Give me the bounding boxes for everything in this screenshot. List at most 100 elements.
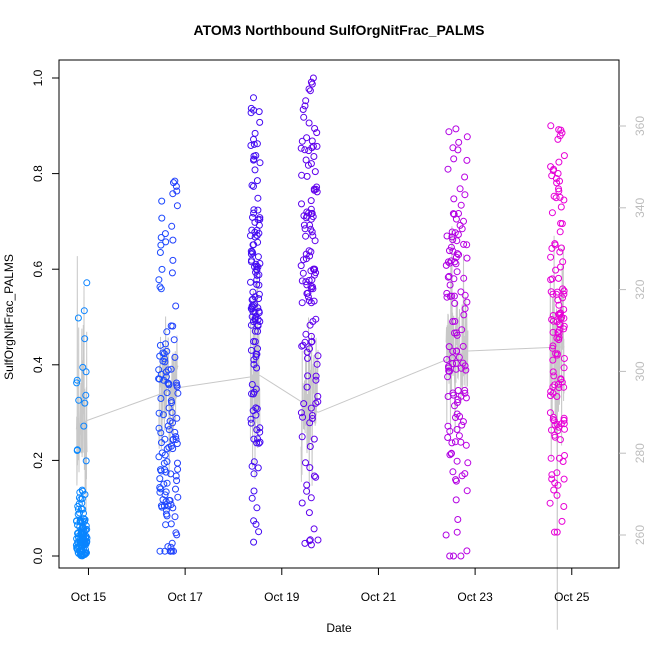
data-point xyxy=(455,353,463,361)
data-point xyxy=(250,538,258,546)
data-point xyxy=(161,491,169,499)
data-point xyxy=(250,135,257,143)
data-point xyxy=(157,395,165,402)
data-point xyxy=(163,479,171,487)
data-point xyxy=(449,236,457,244)
data-point xyxy=(460,217,467,225)
data-point xyxy=(313,129,321,137)
data-point xyxy=(463,241,471,249)
data-point xyxy=(254,216,262,224)
data-point xyxy=(560,414,568,422)
data-point xyxy=(442,261,450,269)
data-point xyxy=(251,327,259,335)
data-point xyxy=(463,254,471,262)
data-point xyxy=(254,321,262,329)
data-point xyxy=(454,146,462,154)
data-point xyxy=(157,241,165,249)
data-point xyxy=(452,253,460,261)
data-point xyxy=(308,209,316,217)
data-point xyxy=(453,426,461,433)
data-point xyxy=(168,409,176,416)
data-point xyxy=(548,209,556,217)
data-point xyxy=(312,376,320,384)
data-point xyxy=(453,237,461,245)
data-point xyxy=(254,194,262,202)
data-point xyxy=(301,146,309,154)
data-point xyxy=(554,296,562,304)
data-point xyxy=(171,353,179,361)
data-point xyxy=(451,299,459,307)
data-point xyxy=(248,181,256,189)
data-point xyxy=(253,504,261,512)
data-point xyxy=(167,365,175,373)
data-point xyxy=(446,259,454,267)
data-point xyxy=(550,192,558,200)
data-point xyxy=(443,232,451,240)
data-point xyxy=(161,435,169,443)
data-point xyxy=(73,376,81,384)
data-point xyxy=(300,400,308,408)
data-point xyxy=(304,293,312,301)
data-point xyxy=(250,182,257,190)
data-point xyxy=(560,325,568,333)
data-point xyxy=(461,386,469,394)
data-point xyxy=(248,248,256,256)
data-point xyxy=(165,426,173,434)
data-point xyxy=(306,443,314,450)
data-point xyxy=(453,528,461,536)
data-point xyxy=(250,140,258,148)
data-point xyxy=(163,445,171,453)
data-point xyxy=(160,502,168,510)
data-point xyxy=(452,476,460,484)
data-point xyxy=(157,467,165,475)
data-point xyxy=(453,457,461,465)
data-point xyxy=(77,550,85,558)
data-point xyxy=(158,197,166,205)
data-point xyxy=(250,209,258,217)
data-point xyxy=(311,271,318,279)
data-point xyxy=(310,153,318,160)
data-point xyxy=(164,366,172,374)
data-point xyxy=(161,230,169,238)
data-point xyxy=(247,346,255,354)
data-point xyxy=(172,302,180,310)
data-point xyxy=(305,119,313,127)
data-point xyxy=(457,438,465,446)
data-point xyxy=(311,125,319,132)
data-point xyxy=(171,428,179,436)
data-point xyxy=(303,383,311,391)
data-point xyxy=(555,301,563,309)
data-point xyxy=(82,457,90,465)
data-point xyxy=(556,248,564,256)
data-point xyxy=(250,241,258,249)
data-point xyxy=(560,152,568,160)
data-point xyxy=(547,454,555,462)
data-point xyxy=(446,281,454,289)
data-point xyxy=(172,436,180,443)
data-point xyxy=(310,297,318,305)
data-point xyxy=(247,278,254,286)
data-point xyxy=(450,292,458,300)
data-point xyxy=(173,202,181,210)
data-point xyxy=(560,503,568,510)
data-point xyxy=(451,329,458,337)
data-point xyxy=(297,262,305,270)
theta-trace xyxy=(158,316,179,478)
data-point xyxy=(163,347,171,355)
data-point xyxy=(159,411,167,419)
data-point xyxy=(554,135,562,143)
data-point xyxy=(560,416,568,424)
data-point xyxy=(548,316,556,323)
data-point xyxy=(446,552,454,560)
data-point xyxy=(549,356,557,364)
data-point xyxy=(74,314,82,322)
x-tick-label: Oct 17 xyxy=(167,590,203,604)
data-point xyxy=(453,410,461,418)
data-point xyxy=(558,244,565,252)
data-point xyxy=(307,225,315,233)
data-point xyxy=(304,372,312,380)
data-point xyxy=(299,269,307,277)
data-point xyxy=(556,228,564,236)
data-point xyxy=(558,378,566,386)
x-axis-label: Date xyxy=(326,621,352,635)
